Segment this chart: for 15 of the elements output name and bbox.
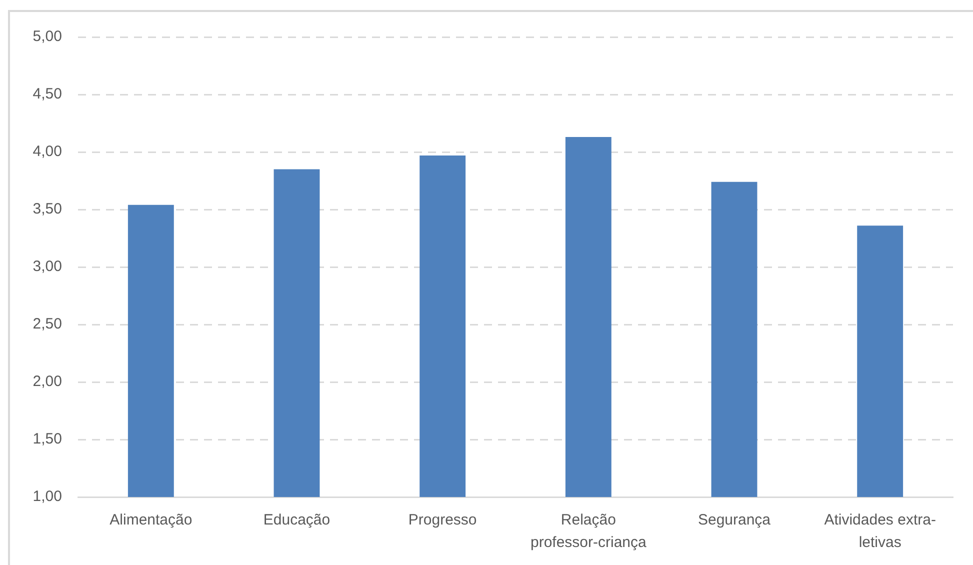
x-tick-label: Atividades extra-letivas	[824, 511, 936, 551]
y-tick-label: 3,50	[32, 200, 62, 218]
y-tick-label: 2,50	[32, 316, 62, 333]
y-tick-label: 2,00	[32, 373, 62, 390]
y-tick-label: 1,50	[32, 430, 62, 448]
y-tick-label: 5,00	[32, 28, 62, 46]
x-tick-label: Segurança	[698, 511, 772, 528]
x-tick-label: Progresso	[408, 511, 477, 528]
y-tick-label: 3,00	[32, 258, 62, 276]
x-tick-label: Educação	[263, 511, 330, 528]
x-tick-label: Relação professor-criança	[530, 511, 648, 551]
y-tick-label: 4,50	[32, 86, 62, 103]
y-tick-label: 1,00	[32, 488, 62, 506]
y-tick-label: 4,00	[32, 143, 62, 160]
x-tick-label: Alimentação	[110, 511, 192, 528]
